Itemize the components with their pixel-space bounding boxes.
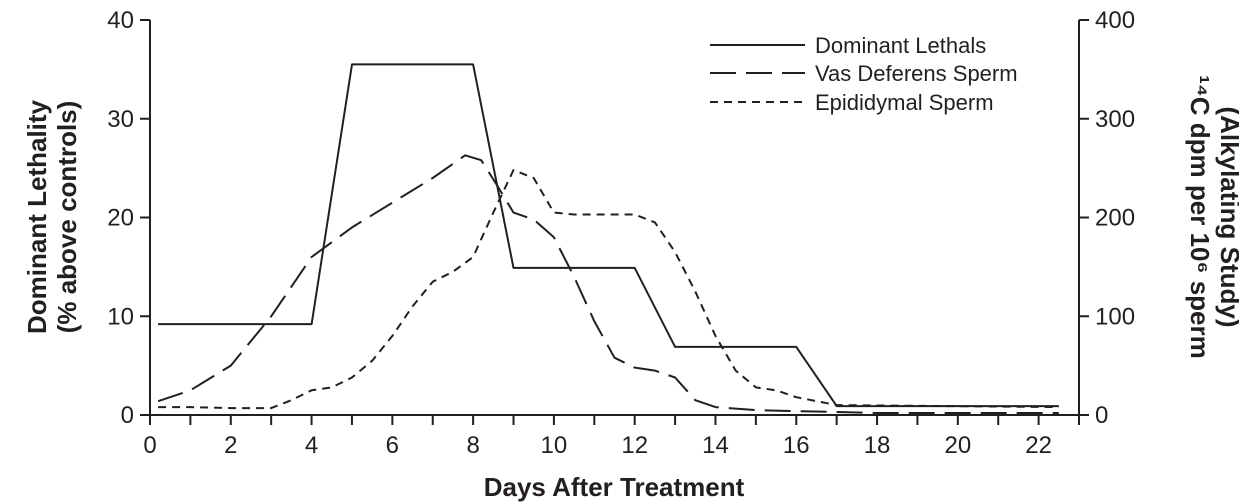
y-left-tick-label-10: 10 (107, 303, 134, 330)
y-ticks-right: 0 100 200 300 400 (1079, 7, 1135, 429)
y-ticks-left: 0 10 20 30 40 (107, 7, 150, 429)
x-tick-label-14: 14 (702, 432, 729, 459)
y-left-tick-label-0: 0 (121, 402, 134, 429)
series-line-dominant-lethals (158, 63, 1059, 408)
x-tick-label-18: 18 (864, 432, 891, 459)
x-tick-label-8: 8 (466, 432, 479, 459)
y-left-tick-label-40: 40 (107, 7, 134, 34)
right-y-axis-title-line2: (Alkylating Study) (1215, 106, 1239, 327)
right-y-axis-title-line1: ¹⁴C dpm per 10⁶ sperm (1185, 75, 1215, 358)
y-left-tick-label-20: 20 (107, 205, 134, 232)
legend-label-vas-deferens-sperm: Vas Deferens Sperm (815, 61, 1018, 86)
left-y-axis-title-line1: Dominant Lethality (22, 99, 52, 334)
y-right-tick-label-0: 0 (1095, 402, 1108, 429)
y-left-tick-label-30: 30 (107, 106, 134, 133)
left-y-axis-title-line2: (% above controls) (52, 101, 82, 334)
x-tick-label-6: 6 (386, 432, 399, 459)
y-right-tick-label-400: 400 (1095, 7, 1135, 34)
y-right-tick-label-100: 100 (1095, 303, 1135, 330)
x-tick-label-20: 20 (944, 432, 971, 459)
x-ticks: 0 2 4 6 8 10 12 14 16 18 20 22 (143, 415, 1080, 459)
series-layer (157, 63, 1059, 414)
y-right-tick-label-200: 200 (1095, 205, 1135, 232)
x-tick-label-2: 2 (224, 432, 237, 459)
x-tick-label-12: 12 (621, 432, 648, 459)
series-line-vas-deferens-sperm (157, 154, 1059, 414)
x-tick-label-4: 4 (305, 432, 318, 459)
y-right-tick-label-300: 300 (1095, 106, 1135, 133)
legend-label-epididymal-sperm: Epididymal Sperm (815, 90, 994, 115)
x-tick-label-0: 0 (143, 432, 156, 459)
series-line-epididymal-sperm (158, 169, 1059, 410)
x-tick-label-10: 10 (541, 432, 568, 459)
x-tick-label-16: 16 (783, 432, 810, 459)
x-axis-title: Days After Treatment (484, 472, 745, 502)
x-tick-label-22: 22 (1025, 432, 1052, 459)
legend: Dominant Lethals Vas Deferens Sperm Epid… (710, 33, 1018, 115)
legend-label-dominant-lethals: Dominant Lethals (815, 33, 986, 58)
